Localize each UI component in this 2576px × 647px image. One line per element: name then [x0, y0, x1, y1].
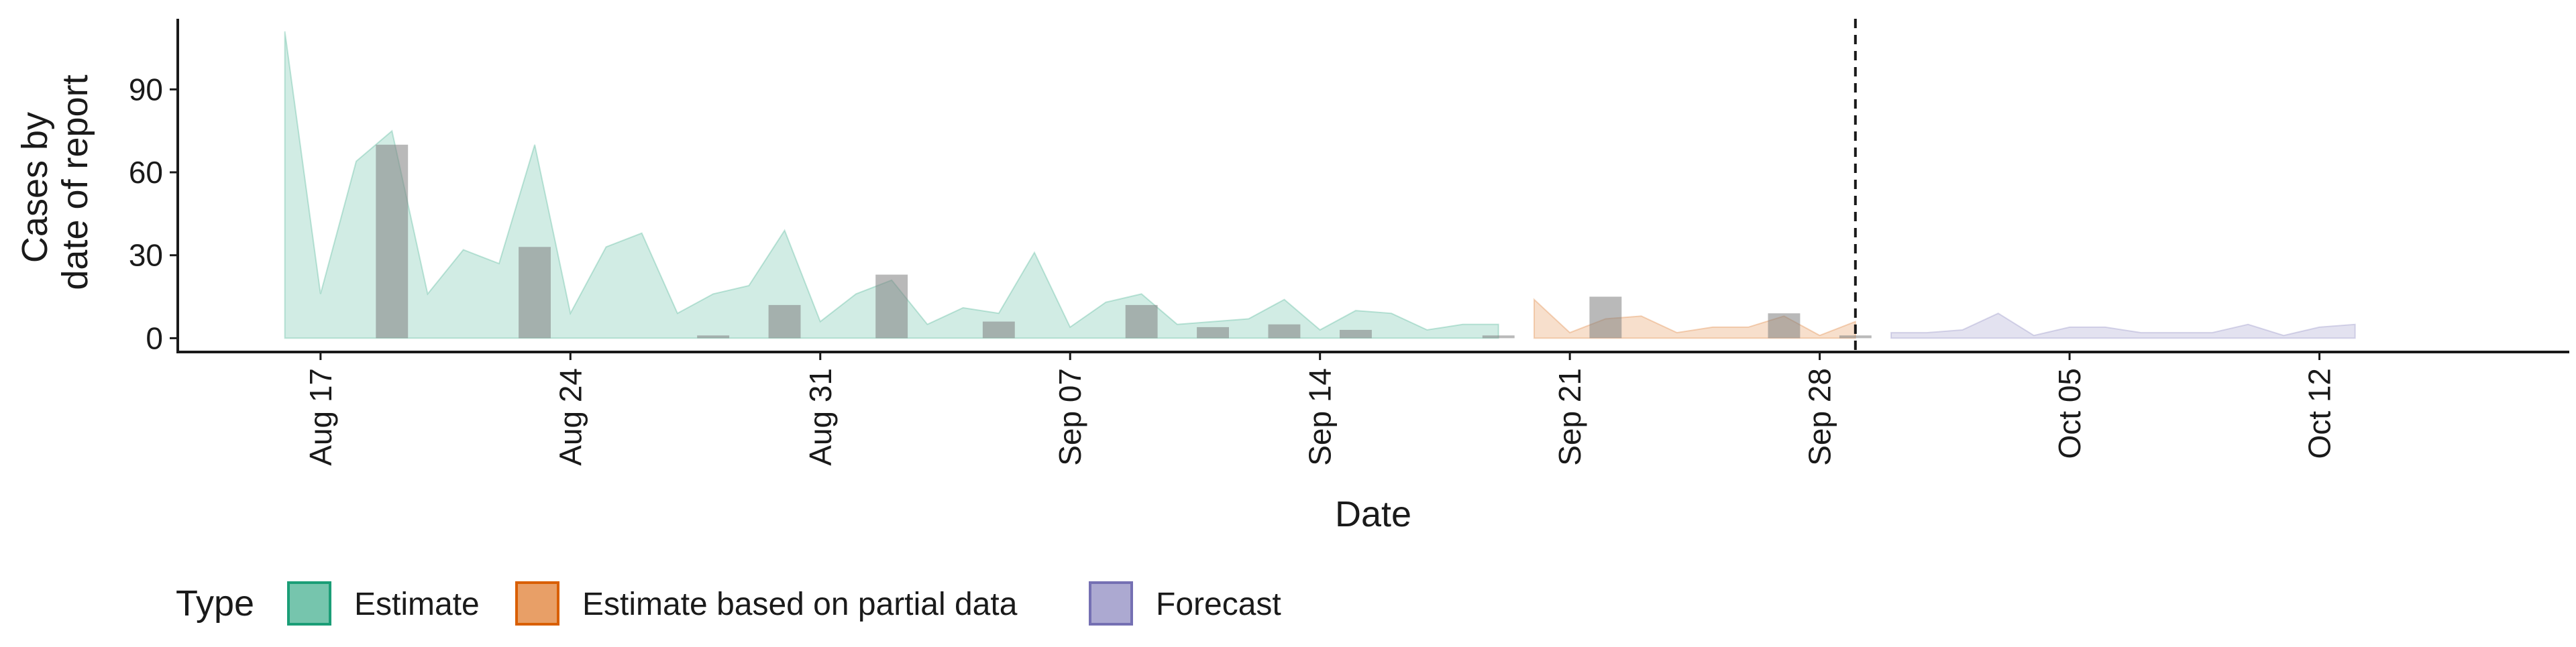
y-ticks-layer: 0 30 60 90 — [129, 72, 178, 355]
y-tick-label: 90 — [129, 72, 163, 107]
legend-label-forecast: Forecast — [1156, 587, 1281, 622]
legend-key-estimate — [287, 581, 331, 626]
x-tick-label: Sep 21 — [1552, 368, 1587, 466]
reported-cases-bar — [697, 335, 730, 339]
area-estimate_partial — [1533, 298, 1856, 339]
legend-key-forecast — [1089, 581, 1133, 626]
y-axis-title-line-1: Cases by — [15, 112, 55, 263]
reported-cases-bar — [1482, 335, 1515, 339]
area-forecast — [1890, 312, 2356, 339]
y-axis-title-line-2: date of report — [55, 74, 95, 290]
x-tick-label: Sep 14 — [1303, 368, 1338, 466]
reported-cases-bar — [1768, 313, 1801, 339]
reported-cases-bar — [768, 304, 801, 339]
legend: Type Estimate Estimate based on partial d… — [176, 581, 1281, 626]
x-tick-label: Aug 31 — [803, 368, 838, 466]
reported-cases-bar — [982, 321, 1015, 339]
legend-label-estimate: Estimate — [354, 587, 480, 622]
bar-layer — [376, 144, 1872, 339]
reported-cases-bar — [1589, 296, 1622, 339]
reported-cases-bar — [1839, 335, 1872, 339]
reported-cases-bar — [1268, 324, 1301, 339]
y-tick-label: 60 — [129, 155, 163, 190]
y-axis-title: Cases by date of report — [15, 74, 95, 290]
x-tick-label: Oct 12 — [2302, 368, 2337, 459]
x-axis-title: Date — [1335, 494, 1411, 534]
legend-label-estimate_partial: Estimate based on partial data — [582, 587, 1018, 622]
legend-key-estimate_partial — [515, 581, 559, 626]
reported-cases-bar — [875, 274, 908, 339]
reported-cases-bar — [1197, 327, 1229, 339]
area-layer — [284, 31, 2356, 339]
x-tick-label: Aug 17 — [303, 368, 338, 466]
x-tick-label: Sep 28 — [1803, 368, 1837, 466]
x-tick-label: Sep 07 — [1053, 368, 1087, 466]
legend-title: Type — [176, 583, 254, 624]
reported-cases-bar — [1125, 304, 1158, 339]
y-tick-label: 0 — [146, 320, 163, 355]
x-ticks-layer: Aug 17 Aug 24 Aug 31 Sep 07 Sep 14 Sep 21 Sep … — [303, 352, 2337, 466]
axes-layer — [176, 19, 2569, 353]
x-tick-label: Aug 24 — [553, 368, 588, 466]
reported-cases-bar — [519, 247, 551, 339]
y-tick-label: 30 — [129, 238, 163, 273]
reported-cases-bar — [1340, 330, 1372, 339]
reported-cases-bar — [376, 144, 409, 339]
x-tick-label: Oct 05 — [2052, 368, 2087, 459]
